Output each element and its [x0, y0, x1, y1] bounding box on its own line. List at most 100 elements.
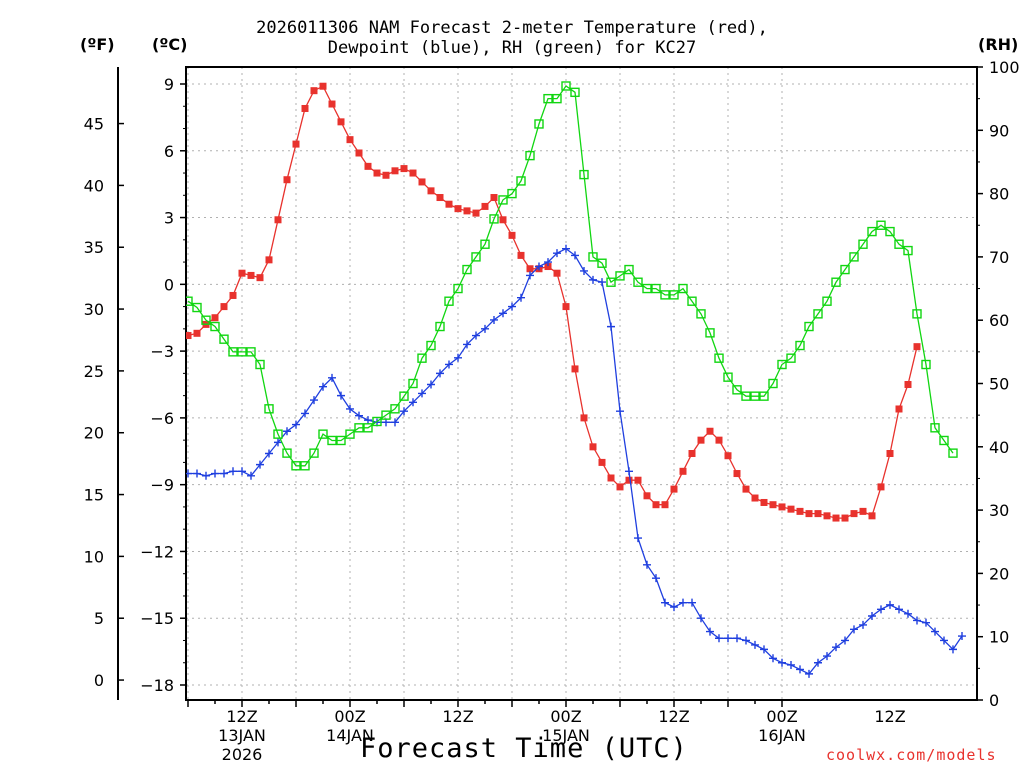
temperature-point — [598, 458, 606, 466]
temperature-point — [220, 303, 228, 311]
temperature-point — [463, 207, 471, 215]
temperature-point — [454, 205, 462, 213]
rh-point — [237, 347, 247, 357]
rh-point — [399, 391, 409, 401]
temperature-point — [283, 176, 291, 184]
rh-point — [291, 461, 301, 471]
rh-tick-label: 30 — [989, 501, 1009, 520]
temperature-point — [319, 82, 327, 90]
temperature-point — [238, 269, 246, 277]
rh-point — [768, 378, 778, 389]
temperature-point — [697, 436, 705, 444]
temperature-point — [445, 200, 453, 208]
dewpoint-point — [472, 331, 480, 340]
temperature-point — [607, 474, 615, 482]
dewpoint-point — [859, 620, 867, 629]
dewpoint-point — [670, 603, 678, 612]
rh-point — [552, 93, 562, 104]
grid-lines — [186, 67, 977, 700]
rh-point — [849, 252, 859, 262]
rh-point — [696, 309, 706, 319]
rh-point — [282, 448, 292, 458]
dewpoint-point — [346, 404, 354, 413]
rh-point — [579, 169, 589, 180]
rh-point — [228, 347, 238, 357]
fahrenheit-tick-label: 45 — [84, 115, 104, 134]
rh-tick-label: 90 — [989, 121, 1009, 140]
celsius-tick-label: −12 — [140, 542, 174, 561]
dewpoint-point — [301, 409, 309, 418]
rh-point — [822, 296, 832, 306]
temperature-point — [832, 514, 840, 522]
fahrenheit-tick-label: 0 — [94, 671, 104, 690]
temperature-point — [211, 314, 219, 322]
rh-point — [939, 435, 949, 446]
temperature-point — [787, 505, 795, 513]
temperature-point — [337, 118, 345, 126]
x-tick-label: 12Z — [226, 707, 257, 726]
temperature-point — [841, 514, 849, 522]
temperature-series — [186, 82, 921, 522]
temperature-point — [814, 510, 822, 518]
rh-point — [246, 347, 256, 357]
rh-point — [894, 239, 904, 249]
dewpoint-point — [895, 605, 903, 614]
dewpoint-point — [706, 627, 714, 636]
rh-point — [219, 334, 229, 344]
temperature-point — [292, 140, 300, 148]
rh-point — [327, 435, 337, 446]
dewpoint-point — [787, 660, 795, 669]
fahrenheit-tick-label: 40 — [84, 176, 104, 195]
x-tick-label: 00Z — [766, 707, 797, 726]
temperature-point — [751, 494, 759, 502]
temperature-point — [265, 256, 273, 264]
dewpoint-point — [940, 636, 948, 645]
dewpoint-point — [490, 315, 498, 324]
temperature-point — [328, 100, 336, 108]
rh-point — [930, 423, 940, 433]
dewpoint-point — [508, 302, 516, 311]
celsius-tick-label: 3 — [164, 209, 174, 228]
temperature-point — [652, 501, 660, 509]
rh-tick-label: 50 — [989, 375, 1009, 394]
plot-frame — [185, 66, 978, 701]
temperature-point — [769, 501, 777, 509]
dewpoint-point — [229, 467, 237, 476]
dewpoint-point — [598, 278, 606, 287]
temperature-point — [256, 274, 264, 282]
rh-point — [489, 214, 499, 224]
celsius-tick-label: −18 — [140, 676, 174, 695]
dewpoint-point — [778, 658, 786, 667]
x-tick-date-label: 16JAN — [758, 726, 806, 745]
rh-point — [615, 271, 625, 281]
fahrenheit-tick-label: 20 — [84, 424, 104, 443]
x-axis-title: Forecast Time (UTC) — [360, 733, 688, 764]
credit-link[interactable]: coolwx.com/models — [826, 746, 997, 764]
temperature-point — [508, 231, 516, 239]
rh-point — [903, 245, 913, 256]
temperature-point — [517, 251, 525, 259]
rh-tick-label: 100 — [989, 58, 1020, 77]
dewpoint-point — [427, 380, 435, 389]
rh-point — [372, 416, 382, 427]
celsius-tick-label: −3 — [150, 342, 174, 361]
dewpoint-point — [310, 396, 318, 405]
rh-point — [201, 315, 211, 325]
rh-point — [192, 302, 202, 313]
celsius-tick-label: −9 — [150, 476, 174, 495]
temperature-point — [778, 503, 786, 511]
temperature-point — [544, 263, 552, 271]
dewpoint-point — [337, 391, 345, 400]
dewpoint-point — [400, 407, 408, 416]
rh-point — [435, 321, 445, 332]
dewpoint-point — [805, 669, 813, 678]
rh-point — [426, 340, 436, 351]
rh-point — [186, 296, 193, 306]
rh-tick-label: 80 — [989, 185, 1009, 204]
temperature-point — [625, 476, 633, 484]
rh-point — [867, 226, 877, 237]
rh-point — [642, 283, 652, 294]
dewpoint-point — [193, 469, 201, 478]
rh-point — [543, 93, 553, 104]
